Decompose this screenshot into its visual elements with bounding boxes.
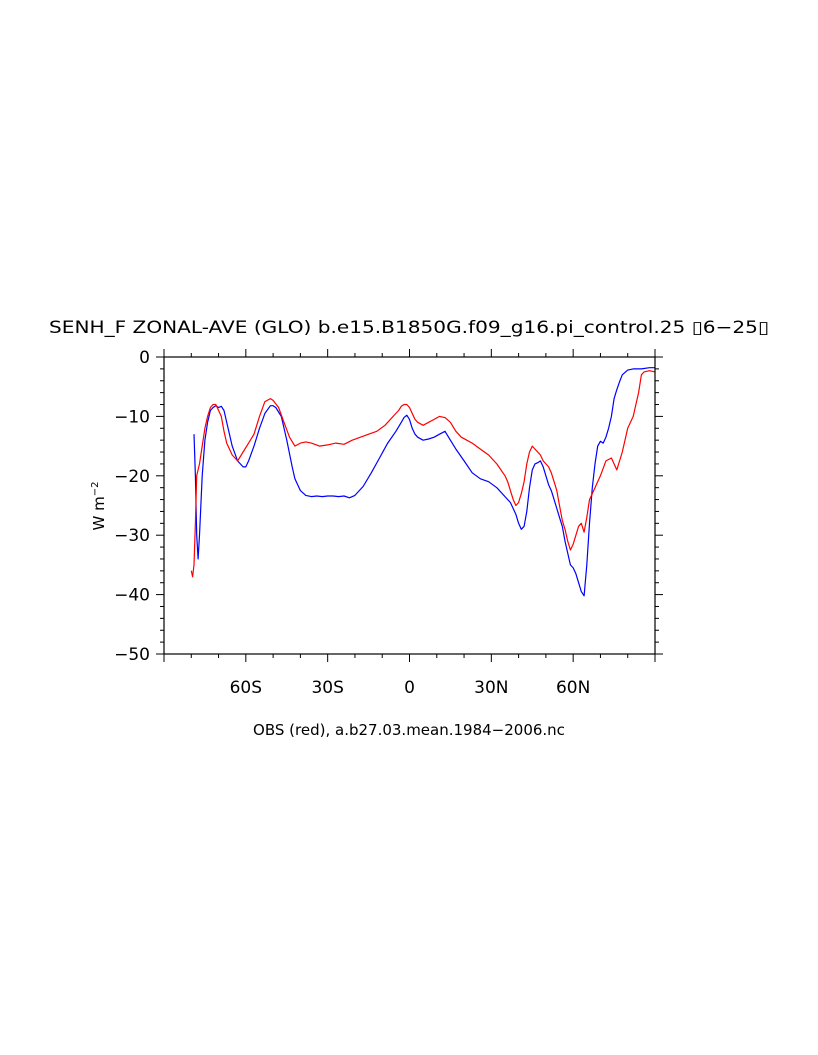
y-axis-label: W m−2 xyxy=(90,482,108,531)
x-tick-label: 30S xyxy=(311,678,343,698)
x-tick-label: 60S xyxy=(230,678,262,698)
y-tick-label: 0 xyxy=(139,348,150,368)
y-tick-label: −10 xyxy=(114,407,150,427)
x-tick-label: 30N xyxy=(474,678,508,698)
y-tick-label: −30 xyxy=(114,526,150,546)
plot-area: 0 −10 −20 −30 −40 −50 60S 30S 0 30N 60N xyxy=(114,348,663,698)
series-lines xyxy=(190,367,656,597)
y-tick-label: −40 xyxy=(114,586,150,606)
axis-ticks xyxy=(156,349,663,662)
y-tick-labels: 0 −10 −20 −30 −40 −50 xyxy=(114,348,150,665)
series-line-1 xyxy=(190,370,656,578)
y-tick-label: −50 xyxy=(114,645,150,665)
x-tick-label: 0 xyxy=(404,678,415,698)
series-line-0 xyxy=(193,367,655,597)
x-tick-label: 60N xyxy=(556,678,590,698)
x-tick-labels: 60S 30S 0 30N 60N xyxy=(230,678,591,698)
y-tick-label: −20 xyxy=(114,467,150,487)
plot-frame xyxy=(163,356,656,655)
x-axis-label: OBS (red), a.b27.03.mean.1984−2006.nc xyxy=(253,721,565,739)
chart-title: SENH_F ZONAL-AVE (GLO) b.e15.B1850G.f09_… xyxy=(49,318,769,338)
